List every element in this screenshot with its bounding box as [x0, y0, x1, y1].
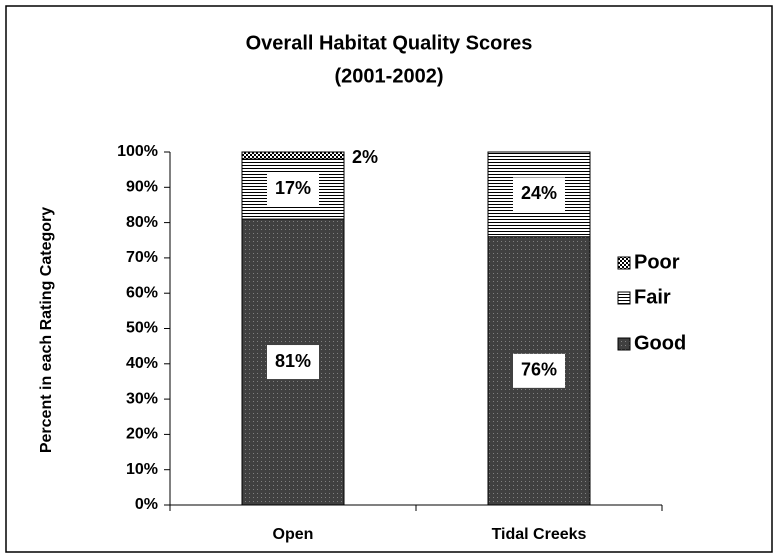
data-label-box [513, 177, 565, 212]
legend-swatch [617, 291, 631, 305]
y-tick-label: 40% [126, 355, 158, 372]
y-tick-label: 20% [126, 426, 158, 443]
y-tick-label: 70% [126, 249, 158, 266]
y-axis-label: Percent in each Rating Category [38, 207, 55, 453]
chart-title: Overall Habitat Quality Scores [246, 32, 533, 54]
data-label-box [267, 172, 319, 207]
bar-segment [241, 151, 345, 160]
y-tick-label: 100% [117, 143, 158, 160]
data-label-box [513, 353, 565, 388]
x-tick-label: Tidal Creeks [492, 526, 587, 543]
data-label: 76% [521, 360, 557, 380]
data-label: 81% [275, 351, 311, 371]
data-label: 2% [352, 147, 378, 167]
legend-swatch [617, 256, 631, 270]
legend-label: Poor [634, 251, 680, 273]
chart-subtitle: (2001-2002) [335, 65, 444, 87]
y-tick-label: 10% [126, 461, 158, 478]
y-tick-label: 80% [126, 214, 158, 231]
y-tick-label: 30% [126, 390, 158, 407]
y-tick-label: 0% [135, 496, 158, 513]
data-label-box [267, 345, 319, 380]
data-label: 24% [521, 183, 557, 203]
legend-label: Fair [634, 286, 671, 308]
legend-swatch [617, 337, 631, 351]
y-tick-label: 90% [126, 179, 158, 196]
chart-frame [5, 5, 773, 553]
y-tick-label: 50% [126, 320, 158, 337]
legend-label: Good [634, 332, 686, 354]
data-label: 17% [275, 178, 311, 198]
x-tick-label: Open [273, 526, 314, 543]
y-tick-label: 60% [126, 284, 158, 301]
